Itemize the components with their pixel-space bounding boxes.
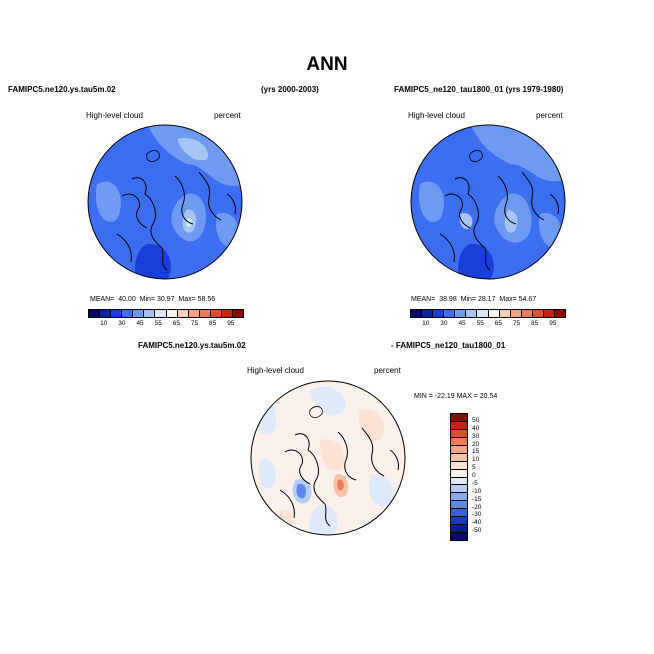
colorbar-swatch: [451, 414, 467, 422]
colorbar-swatch: [451, 461, 467, 470]
control-variable-label: High-level cloud: [408, 111, 465, 120]
colorbar-swatch: [133, 310, 145, 317]
colorbar-tick-label: 65: [494, 320, 502, 327]
plot-title: ANN: [306, 54, 348, 75]
diff-test-case-name: FAMIPC5.ne120.ys.tau5m.02: [138, 341, 246, 350]
diff-minmax: MIN = -22.19 MAX = 20.54: [414, 393, 498, 400]
colorbar-swatch: [451, 525, 467, 534]
colorbar-tick-label: -15: [472, 495, 482, 503]
colorbar-swatch: [510, 310, 522, 317]
colorbar-swatch: [100, 310, 112, 317]
colorbar-swatch: [521, 310, 533, 317]
colorbar-swatch: [451, 437, 467, 446]
colorbar-swatch: [477, 310, 489, 317]
control-colorbar: [410, 309, 566, 318]
colorbar-tick-label: -20: [472, 503, 482, 511]
diff-variable-label: High-level cloud: [247, 366, 304, 375]
colorbar-tick-label: -40: [472, 519, 482, 527]
colorbar-swatch: [451, 453, 467, 462]
test-years: (yrs 2000-2003): [261, 85, 319, 94]
colorbar-swatch: [451, 477, 467, 486]
colorbar-swatch: [455, 310, 467, 317]
colorbar-swatch: [451, 469, 467, 478]
colorbar-swatch: [466, 310, 478, 317]
colorbar-swatch: [451, 517, 467, 526]
colorbar-tick-label: 30: [472, 432, 480, 440]
colorbar-tick-label: 20: [472, 440, 480, 448]
colorbar-tick-label: 5: [472, 464, 476, 472]
difference-colorbar: [450, 413, 468, 541]
control-polar-map: [410, 124, 566, 280]
colorbar-swatch: [155, 310, 167, 317]
colorbar-tick-label: 0: [472, 472, 476, 479]
colorbar-swatch: [499, 310, 511, 317]
diff-control-case-name: - FAMIPC5_ne120_tau1800_01: [391, 341, 506, 350]
colorbar-swatch: [111, 310, 123, 317]
colorbar-swatch: [144, 310, 156, 317]
colorbar-swatch: [221, 310, 234, 317]
colorbar-swatch: [555, 310, 566, 317]
test-stats: MEAN= 40.00 Min= 30.97 Max= 58.56: [90, 296, 216, 303]
colorbar-tick-label: 45: [458, 320, 466, 327]
colorbar-swatch: [451, 493, 467, 502]
test-polar-map: [87, 124, 243, 280]
colorbar-swatch: [122, 310, 134, 317]
colorbar-tick-label: 30: [118, 320, 126, 327]
test-case-name: FAMIPC5.ne120.ys.tau5m.02: [8, 85, 116, 94]
colorbar-tick-label: 50: [472, 416, 480, 424]
colorbar-swatch: [422, 310, 434, 317]
control-stats: MEAN= 38.98 Min= 28.17 Max= 54.67: [411, 296, 537, 303]
colorbar-tick-label: 85: [531, 320, 539, 327]
colorbar-tick-label: 65: [172, 320, 180, 327]
colorbar-swatch: [451, 485, 467, 494]
diff-units-label: percent: [374, 366, 401, 375]
difference-polar-map: [250, 380, 406, 536]
test-units-label: percent: [214, 111, 241, 120]
colorbar-swatch: [451, 429, 467, 438]
colorbar-tick-label: 55: [154, 320, 162, 327]
colorbar-swatch: [199, 310, 211, 317]
colorbar-tick-label: 15: [472, 448, 480, 456]
colorbar-tick-label: -30: [472, 511, 482, 519]
colorbar-tick-label: -50: [472, 527, 482, 535]
colorbar-tick-label: 10: [472, 456, 480, 464]
colorbar-swatch: [177, 310, 189, 317]
colorbar-swatch: [89, 310, 101, 317]
colorbar-swatch: [188, 310, 200, 317]
colorbar-tick-label: 30: [440, 320, 448, 327]
colorbar-tick-label: 10: [422, 320, 430, 327]
test-variable-label: High-level cloud: [86, 111, 143, 120]
colorbar-swatch: [543, 310, 556, 317]
colorbar-swatch: [433, 310, 445, 317]
colorbar-tick-label: 45: [136, 320, 144, 327]
colorbar-swatch: [444, 310, 456, 317]
colorbar-tick-label: 75: [190, 320, 199, 327]
colorbar-swatch: [532, 310, 544, 317]
colorbar-swatch: [451, 501, 467, 510]
control-case-name: FAMIPC5_ne120_tau1800_01 (yrs 1979-1980): [394, 85, 564, 94]
colorbar-tick-label: 40: [472, 424, 480, 432]
colorbar-tick-label: 85: [209, 320, 217, 327]
colorbar-tick-label: 10: [100, 320, 108, 327]
test-colorbar: [88, 309, 244, 318]
colorbar-swatch: [488, 310, 500, 317]
control-units-label: percent: [536, 111, 563, 120]
colorbar-swatch: [451, 509, 467, 518]
colorbar-swatch: [411, 310, 423, 317]
colorbar-swatch: [210, 310, 222, 317]
colorbar-tick-label: 75: [512, 320, 521, 327]
colorbar-swatch: [451, 533, 467, 540]
colorbar-swatch: [451, 421, 467, 430]
colorbar-tick-label: -5: [472, 479, 478, 487]
colorbar-tick-label: -10: [472, 487, 482, 495]
colorbar-swatch: [451, 445, 467, 454]
colorbar-tick-label: 95: [549, 320, 557, 327]
colorbar-tick-label: 95: [227, 320, 235, 327]
colorbar-swatch: [233, 310, 244, 317]
colorbar-tick-label: 55: [476, 320, 484, 327]
colorbar-swatch: [166, 310, 178, 317]
